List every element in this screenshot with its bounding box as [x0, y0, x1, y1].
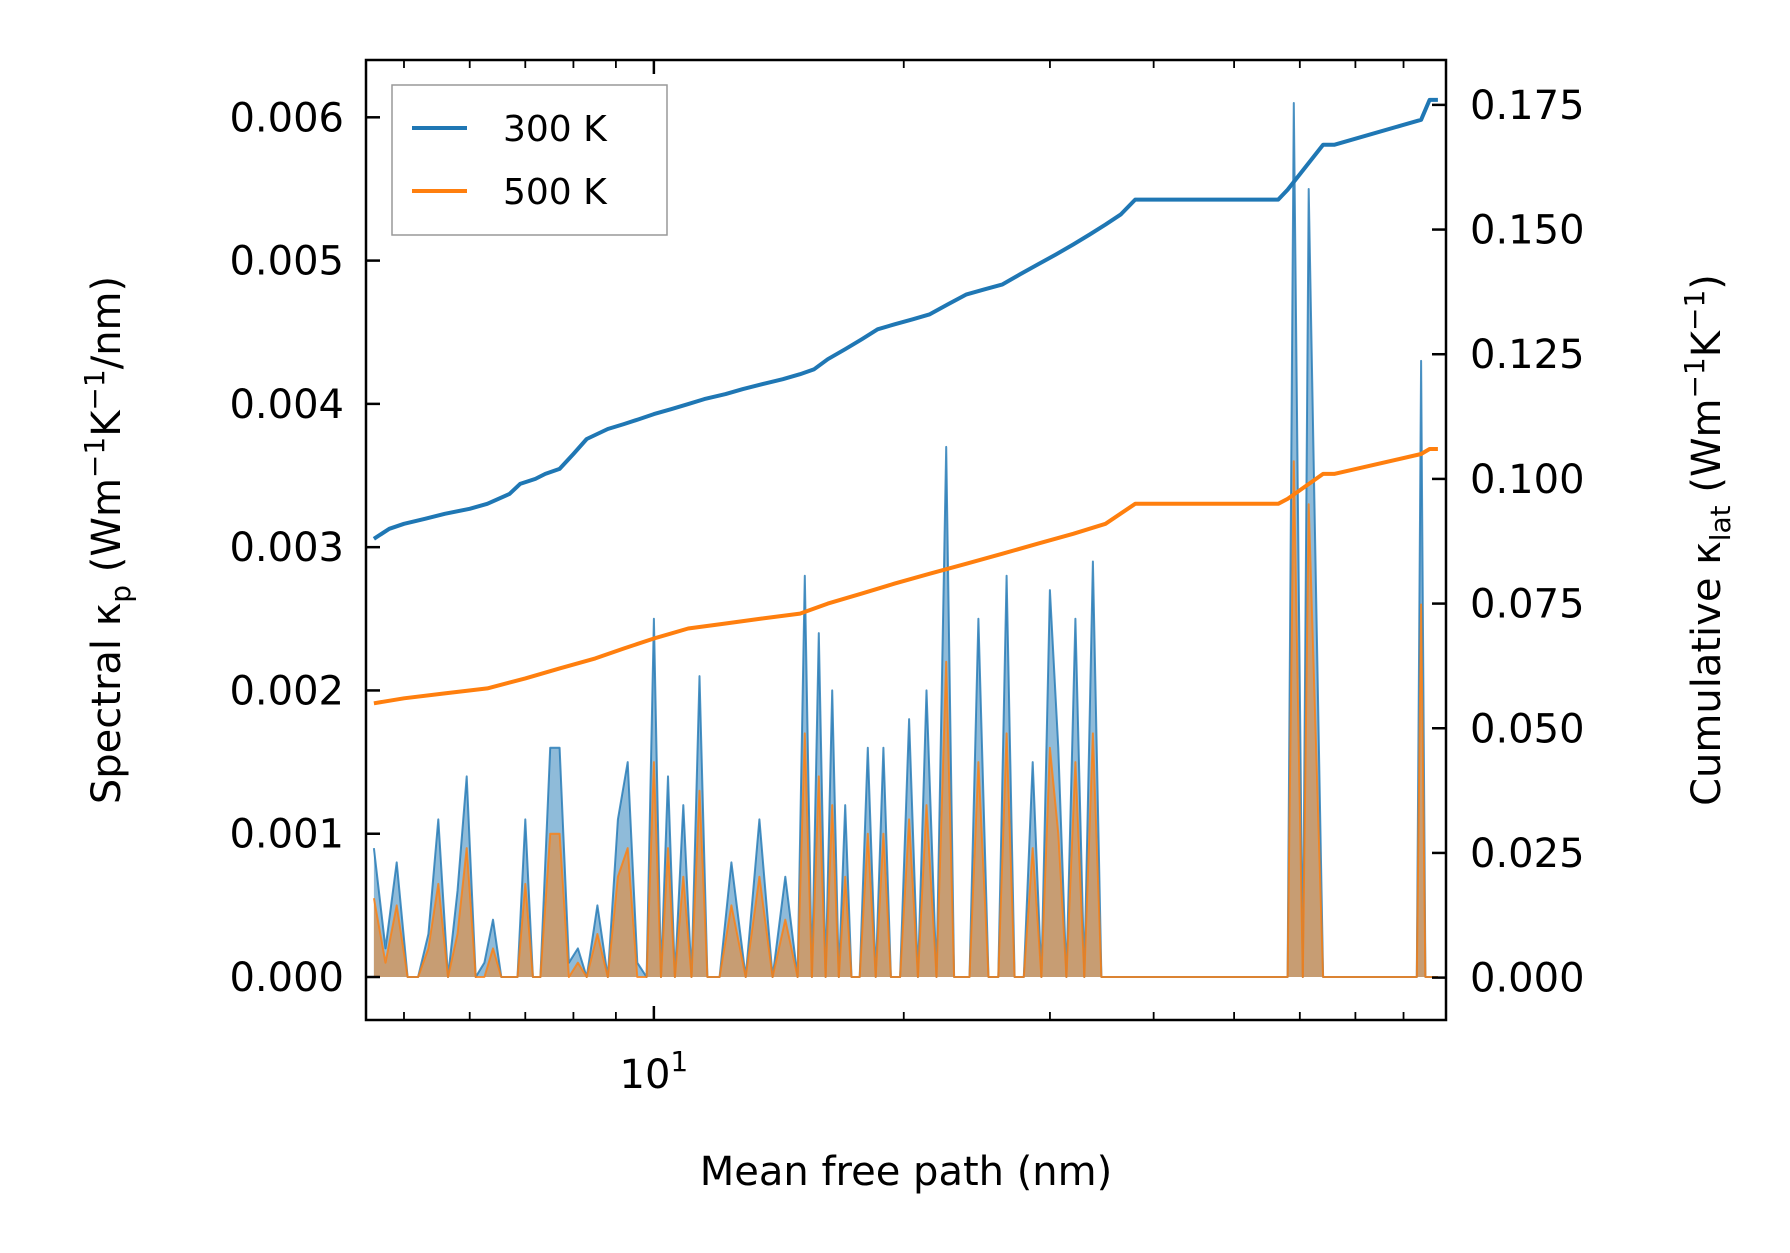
cumulative-line-500k — [373, 447, 1438, 706]
y-axis-left-label: Spectral κp (Wm−1K−1/nm) — [78, 276, 137, 804]
spectral-fills — [372, 102, 1438, 978]
y-right-tick-label: 0.000 — [1470, 956, 1585, 1002]
y-right-label-post: ) — [1684, 274, 1730, 290]
y-axis-right-label: Cumulative κlat (Wm−1K−1) — [1678, 274, 1737, 806]
x-axis-label: Mean free path (nm) — [700, 1149, 1112, 1195]
cumulative-line-300k — [372, 97, 1438, 541]
y-left-tick-label: 0.001 — [229, 812, 344, 858]
y-left-label-unit: (Wm — [84, 478, 130, 585]
y-right-label-sub: lat — [1704, 505, 1737, 541]
y-right-tick-label: 0.150 — [1470, 208, 1585, 254]
legend-box — [391, 84, 668, 236]
legend-label-500k: 500 K — [503, 172, 608, 213]
x-tick-label-base: 10 — [620, 1052, 671, 1098]
y-left-tick-label: 0.004 — [229, 382, 344, 428]
y-right-label-pre: Cumulative κ — [1684, 541, 1730, 806]
spectral-line-500k — [372, 460, 1438, 978]
y-left-tick-label: 0.003 — [229, 525, 344, 571]
y-right-tick-label: 0.125 — [1470, 332, 1585, 378]
y-right-tick-label: 0.175 — [1470, 83, 1585, 129]
y-left-tick-label: 0.005 — [229, 239, 344, 285]
tick-labels: 0.000 0.001 0.002 0.003 0.004 0.005 0.006 0.000… — [229, 83, 1584, 1098]
y-right-tick-label: 0.025 — [1470, 831, 1585, 877]
y-left-tick-label: 0.002 — [229, 668, 344, 714]
y-left-tick-label: 0.000 — [229, 955, 344, 1001]
y-right-tick-label: 0.100 — [1470, 457, 1585, 503]
legend: 300 K 500 K — [391, 84, 668, 236]
cumulative-lines — [372, 97, 1438, 706]
legend-label-300k: 300 K — [503, 109, 608, 150]
x-tick-label-exp: 1 — [670, 1045, 688, 1078]
axis-ticks — [366, 60, 1447, 1020]
y-left-label-exp2: −1 — [78, 369, 111, 410]
y-right-tick-label: 0.075 — [1470, 582, 1585, 628]
y-left-label-post: /nm) — [84, 276, 130, 369]
x-tick-label: 101 — [620, 1045, 689, 1098]
y-left-label-mid: K — [84, 409, 130, 437]
y-left-tick-label: 0.006 — [229, 95, 344, 141]
plot-frame — [364, 58, 1448, 1022]
y-right-label-mid: K — [1684, 329, 1730, 357]
y-left-label-pre: Spectral κ — [84, 603, 130, 804]
y-right-tick-label: 0.050 — [1470, 706, 1585, 752]
y-left-label-sub: p — [104, 585, 137, 603]
y-right-label-unit: (Wm — [1684, 399, 1730, 506]
y-left-label-exp1: −1 — [78, 437, 111, 478]
y-right-label-exp1: −1 — [1678, 357, 1711, 398]
y-right-label-exp2: −1 — [1678, 290, 1711, 331]
